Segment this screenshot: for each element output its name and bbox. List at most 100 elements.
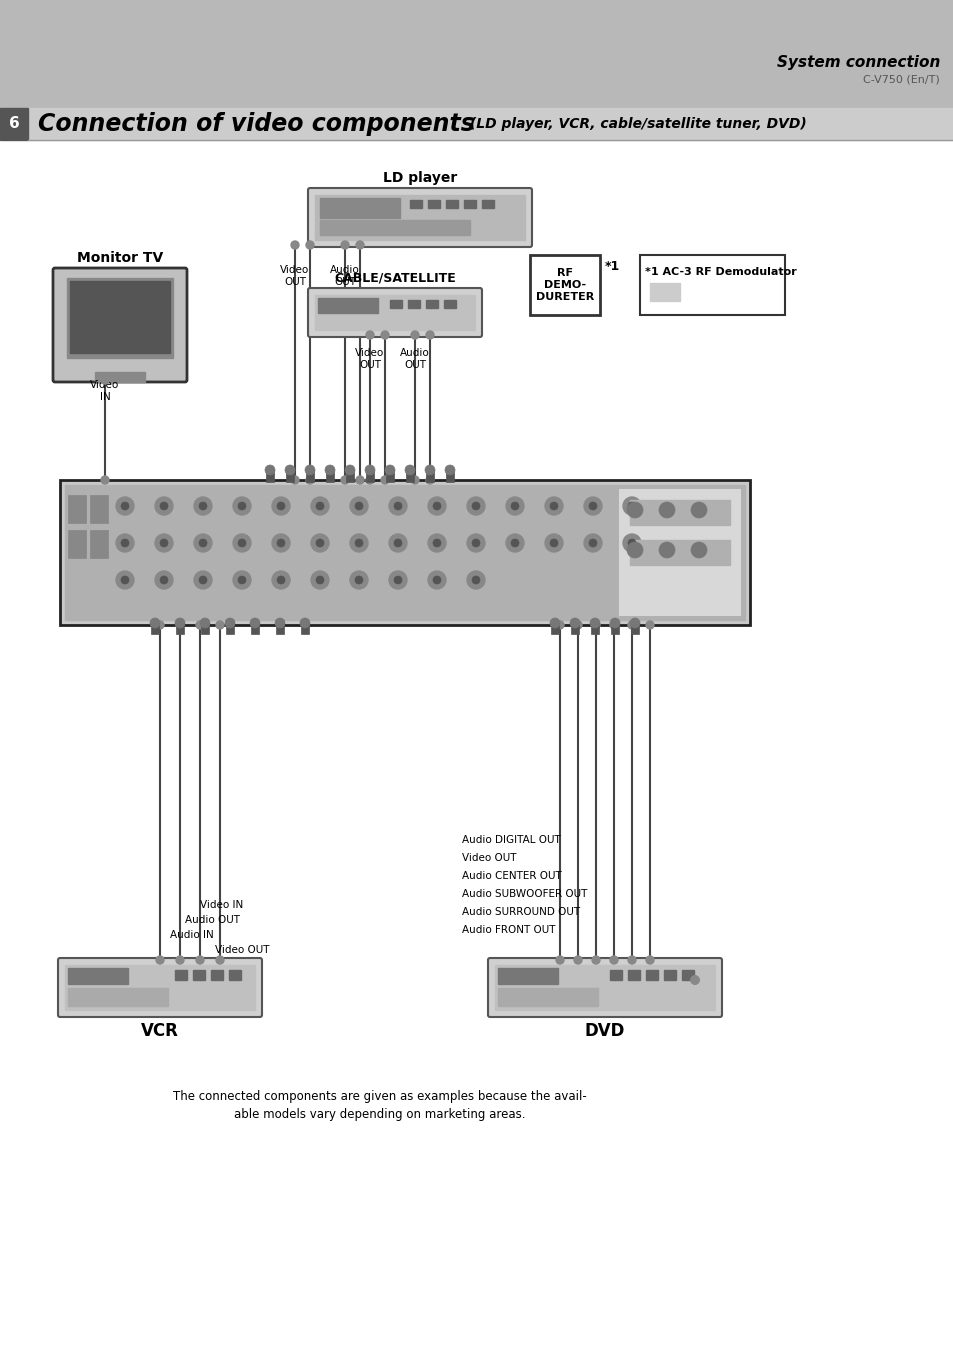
Circle shape [659, 503, 675, 517]
Bar [390, 300, 401, 308]
Bar [551, 621, 558, 634]
Bar [663, 970, 676, 979]
Bar [366, 470, 374, 482]
Circle shape [609, 957, 618, 965]
Circle shape [272, 534, 290, 553]
Bar [90, 530, 108, 558]
Circle shape [428, 534, 446, 553]
Circle shape [550, 503, 558, 509]
Bar [326, 470, 334, 482]
Text: Audio DIGITAL OUT: Audio DIGITAL OUT [461, 835, 560, 844]
Circle shape [306, 476, 314, 484]
Circle shape [195, 957, 204, 965]
Bar [627, 970, 639, 979]
Bar [610, 621, 618, 634]
Circle shape [154, 497, 172, 515]
Circle shape [233, 571, 251, 589]
Bar [211, 970, 223, 979]
Text: RF
DEMO-
DURETER: RF DEMO- DURETER [536, 269, 594, 301]
Bar [446, 470, 454, 482]
Circle shape [160, 576, 168, 584]
Bar [386, 470, 394, 482]
Circle shape [589, 617, 599, 628]
Circle shape [121, 503, 129, 509]
Bar [443, 300, 456, 308]
Bar [314, 195, 524, 240]
Bar [446, 200, 457, 208]
Bar [201, 621, 209, 634]
Circle shape [428, 497, 446, 515]
Circle shape [193, 571, 212, 589]
Text: The connected components are given as examples because the avail-
able models va: The connected components are given as ex… [172, 1090, 586, 1121]
Circle shape [411, 331, 418, 339]
Circle shape [690, 975, 699, 984]
Circle shape [355, 240, 364, 249]
Circle shape [389, 571, 407, 589]
Circle shape [199, 539, 207, 547]
Bar [497, 969, 558, 984]
FancyBboxPatch shape [308, 288, 481, 336]
Bar [67, 278, 172, 358]
Bar [426, 470, 434, 482]
Bar [286, 470, 294, 482]
Bar [408, 300, 419, 308]
Bar [301, 621, 309, 634]
Circle shape [250, 617, 260, 628]
Circle shape [472, 539, 479, 547]
Text: Video OUT: Video OUT [214, 944, 269, 955]
Circle shape [433, 539, 440, 547]
Bar [68, 988, 168, 1006]
Circle shape [426, 476, 434, 484]
Bar [317, 299, 377, 313]
Circle shape [237, 503, 246, 509]
Text: Audio
OUT: Audio OUT [330, 265, 359, 286]
Circle shape [574, 957, 581, 965]
Bar [609, 970, 621, 979]
Bar [319, 199, 399, 218]
Text: Audio
OUT: Audio OUT [399, 349, 430, 370]
Bar [314, 295, 475, 330]
Circle shape [626, 503, 642, 517]
Bar [406, 470, 414, 482]
Bar [266, 470, 274, 482]
Bar [428, 200, 439, 208]
Circle shape [424, 465, 435, 476]
Circle shape [193, 534, 212, 553]
Text: Connection of video components: Connection of video components [38, 112, 475, 136]
Circle shape [583, 497, 601, 515]
Circle shape [285, 465, 294, 476]
Circle shape [380, 331, 389, 339]
Bar [251, 621, 258, 634]
Circle shape [306, 240, 314, 249]
Bar [68, 530, 86, 558]
Circle shape [291, 476, 298, 484]
Circle shape [199, 503, 207, 509]
Circle shape [355, 476, 364, 484]
Circle shape [116, 534, 133, 553]
Circle shape [411, 476, 418, 484]
Circle shape [160, 539, 168, 547]
Circle shape [156, 957, 164, 965]
Bar [630, 621, 639, 634]
Circle shape [233, 497, 251, 515]
Circle shape [274, 617, 285, 628]
Text: Video
IN: Video IN [91, 380, 119, 401]
Circle shape [154, 534, 172, 553]
Bar [463, 200, 476, 208]
Bar [629, 500, 729, 526]
Circle shape [645, 957, 654, 965]
Circle shape [340, 240, 349, 249]
Circle shape [592, 621, 599, 630]
Bar [28, 108, 953, 141]
Bar [65, 485, 744, 620]
Circle shape [174, 617, 185, 628]
Text: Audio SURROUND OUT: Audio SURROUND OUT [461, 907, 579, 917]
Text: 6: 6 [9, 116, 19, 131]
Circle shape [472, 503, 479, 509]
Circle shape [394, 503, 401, 509]
Circle shape [291, 240, 298, 249]
Circle shape [380, 476, 389, 484]
Bar [60, 480, 749, 626]
Circle shape [276, 576, 285, 584]
Bar [319, 220, 470, 235]
